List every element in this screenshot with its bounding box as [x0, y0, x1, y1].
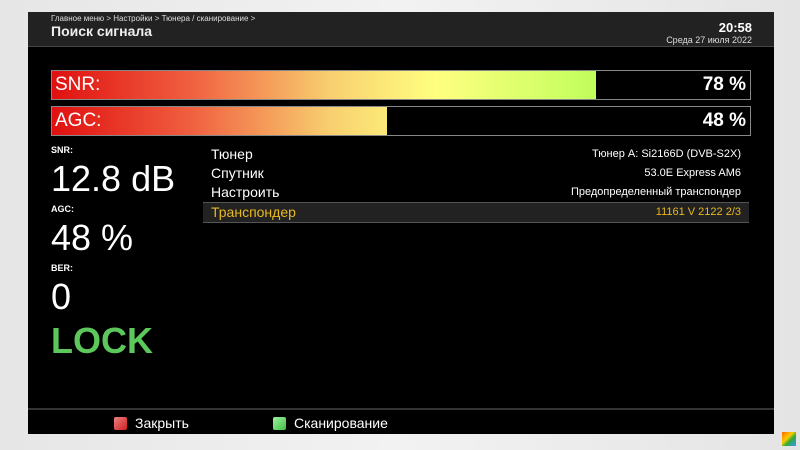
menu-key: Настроить — [211, 184, 280, 200]
date: Среда 27 июля 2022 — [666, 35, 752, 45]
snr-bar: SNR: 78 % — [51, 70, 751, 100]
menu-value: 53.0E Express AM6 — [644, 167, 741, 179]
menu-row-tuner[interactable]: Тюнер Тюнер A: Si2166D (DVB-S2X) — [203, 145, 749, 164]
menu-key: Спутник — [211, 165, 264, 181]
header: Главное меню > Настройки > Тюнера / скан… — [28, 12, 774, 47]
menu-row-satellite[interactable]: Спутник 53.0E Express AM6 — [203, 164, 749, 183]
close-label: Закрыть — [135, 415, 189, 431]
agc-bar-label: AGC: — [55, 110, 102, 131]
agc-bar-value: 48 % — [702, 110, 746, 131]
page-title: Поиск сигнала — [51, 23, 153, 39]
agc-value: 48 % — [51, 217, 134, 258]
agc-bar: AGC: 48 % — [51, 106, 751, 136]
footer: Закрыть Сканирование — [28, 408, 774, 436]
agc-label: AGC: — [51, 204, 74, 214]
menu-row-setup[interactable]: Настроить Предопределенный транспондер — [203, 183, 749, 202]
lock-status: LOCK — [51, 320, 153, 361]
menu-row-transponder[interactable]: Транспондер 11161 V 2122 2/3 — [203, 202, 749, 223]
snr-bar-value: 78 % — [702, 74, 746, 95]
channel-logo-icon — [782, 432, 796, 446]
snr-bar-label: SNR: — [55, 74, 101, 95]
snr-value: 12.8 dB — [51, 158, 176, 199]
scan-button[interactable]: Сканирование — [273, 415, 388, 431]
snr-bar-fill — [52, 71, 597, 99]
breadcrumb: Главное меню > Настройки > Тюнера / скан… — [51, 14, 256, 23]
red-key-icon — [114, 416, 127, 430]
menu-value: 11161 V 2122 2/3 — [655, 206, 741, 218]
signal-search-screen: Главное меню > Настройки > Тюнера / скан… — [28, 12, 774, 434]
snr-label: SNR: — [51, 145, 73, 155]
ber-label: BER: — [51, 263, 73, 273]
scan-label: Сканирование — [294, 415, 388, 431]
menu-key: Транспондер — [211, 204, 296, 220]
close-button[interactable]: Закрыть — [114, 415, 189, 431]
clock: 20:58 — [718, 20, 752, 35]
menu-value: Тюнер A: Si2166D (DVB-S2X) — [592, 148, 741, 160]
green-key-icon — [273, 416, 286, 430]
menu-value: Предопределенный транспондер — [570, 186, 741, 198]
agc-bar-fill — [52, 107, 388, 135]
ber-value: 0 — [51, 276, 72, 317]
menu-key: Тюнер — [211, 146, 253, 162]
